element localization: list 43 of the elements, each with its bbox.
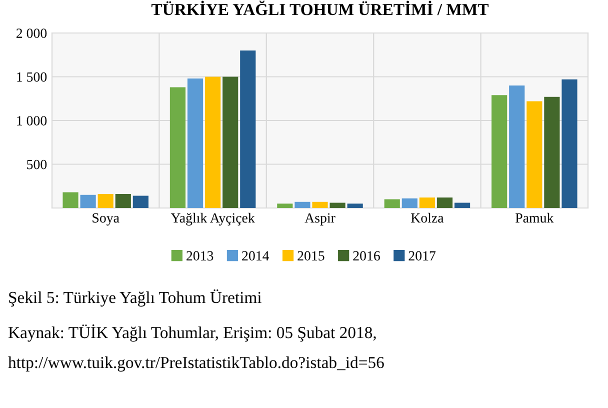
chart-title: TÜRKİYE YAĞLI TOHUM ÜRETİMİ / MMT <box>151 0 489 16</box>
bar <box>454 202 470 208</box>
bar <box>132 196 148 208</box>
legend-label: 2013 <box>186 251 214 261</box>
x-tick-label: Soya <box>92 213 120 226</box>
text: Kaynak: TÜİK Yağlı Tohumlar, Erişim: 05 Şubat 2018, <box>8 324 376 342</box>
y-tick-label: 2 000 <box>16 28 47 38</box>
bar <box>562 79 578 208</box>
bar <box>170 87 186 208</box>
bar <box>205 76 221 208</box>
bar <box>277 204 293 208</box>
bar <box>544 96 560 208</box>
legend-label: 2016 <box>353 251 380 261</box>
bar <box>492 95 508 208</box>
bar <box>115 194 131 208</box>
x-tick-label: Kolza <box>411 212 444 223</box>
bar <box>402 198 418 208</box>
bar <box>384 199 400 208</box>
bar <box>222 76 238 208</box>
legend-label: 2015 <box>298 251 324 261</box>
x-tick-label: Aspir <box>304 213 336 226</box>
text: Şekil 5: Türkiye Yağlı Tohum Üretimi <box>9 289 262 307</box>
bar <box>294 202 310 208</box>
bar <box>312 202 328 208</box>
bar <box>240 50 256 208</box>
legend-label: 2014 <box>242 251 270 261</box>
bar <box>330 202 346 208</box>
bar <box>347 204 363 208</box>
bar <box>62 192 78 208</box>
y-tick-label: 1 500 <box>17 72 47 82</box>
bar <box>509 86 525 208</box>
y-tick-label: 500 <box>27 160 47 170</box>
bar <box>436 198 453 208</box>
bar <box>80 194 96 208</box>
y-tick-label: 1 000 <box>17 116 47 126</box>
text: http://www.tuik.gov.tr/PreIstatistikTablo.do?istab_id=56 <box>8 356 384 372</box>
bar <box>187 78 204 208</box>
bar <box>526 101 542 208</box>
x-tick-label: Yağlık Ayçiçek <box>170 212 255 226</box>
legend-label: 2017 <box>408 251 436 261</box>
x-tick-label: Pamuk <box>516 212 554 223</box>
bar <box>98 194 114 208</box>
bar <box>419 198 435 208</box>
